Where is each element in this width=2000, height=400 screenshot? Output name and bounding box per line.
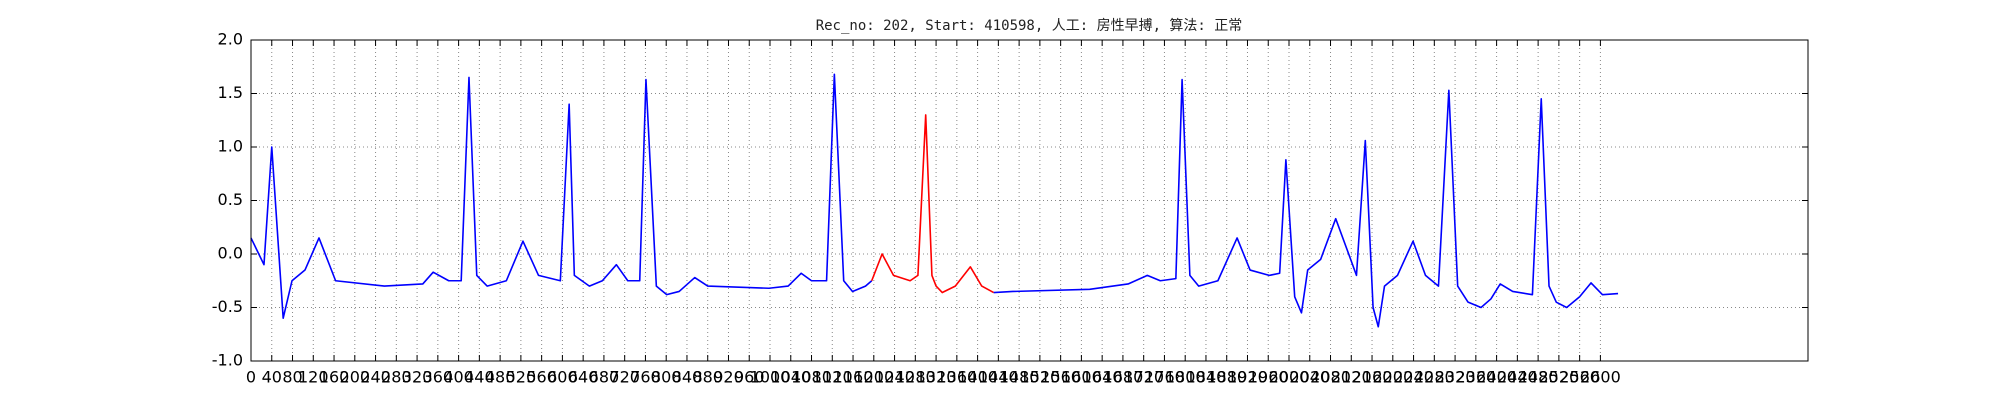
x-tick-label: 2600 (1580, 368, 1621, 387)
x-tick-label: 2400 (1476, 368, 1517, 387)
x-tick-label: 1680 (1103, 368, 1144, 387)
y-tick-label: -0.5 (212, 297, 243, 316)
x-tick-label: 2040 (1289, 368, 1330, 387)
x-tick-label: 800 (651, 368, 682, 387)
x-tick-label: 320 (402, 368, 433, 387)
x-tick-label: 1400 (957, 368, 998, 387)
x-tick-label: 440 (464, 368, 495, 387)
x-tick-label: 120 (298, 368, 329, 387)
plot-frame (250, 39, 1809, 362)
y-tick-label: 0.0 (218, 244, 243, 263)
y-tick-label: 0.5 (218, 190, 243, 209)
x-tick-label: 680 (589, 368, 620, 387)
x-tick-label: 1200 (853, 368, 894, 387)
x-tick-label: 160 (319, 368, 350, 387)
x-tick-label: 720 (609, 368, 640, 387)
ecg-line (993, 78, 1619, 328)
x-tick-label: 1520 (1020, 368, 1061, 387)
x-tick-label: 1640 (1082, 368, 1123, 387)
x-tick-label: 2280 (1414, 368, 1455, 387)
x-tick-label: 1440 (978, 368, 1019, 387)
chart-title: Rec_no: 202, Start: 410598, 人工: 房性早搏, 算法… (816, 17, 1243, 34)
x-tick-label: 2120 (1331, 368, 1372, 387)
x-tick-label: 1840 (1186, 368, 1227, 387)
x-tick-label: 2560 (1559, 368, 1600, 387)
x-tick-label: 2080 (1310, 368, 1351, 387)
x-tick-label: 960 (734, 368, 765, 387)
x-tick-label: 400 (443, 368, 474, 387)
x-tick-label: 2480 (1518, 368, 1559, 387)
x-tick-label: 480 (485, 368, 516, 387)
x-tick-label: 840 (672, 368, 703, 387)
y-tick-label: 2.0 (218, 30, 243, 49)
x-tick-label: 280 (381, 368, 412, 387)
x-tick-label: 2160 (1352, 368, 1393, 387)
x-tick-label: 360 (423, 368, 454, 387)
x-tick-label: 1560 (1040, 368, 1081, 387)
x-tick-label: 2520 (1539, 368, 1580, 387)
x-tick-label: 2320 (1435, 368, 1476, 387)
x-tick-label: 520 (506, 368, 537, 387)
x-tick-label: 560 (526, 368, 557, 387)
x-tick-label: 1920 (1227, 368, 1268, 387)
x-tick-label: 2000 (1269, 368, 1310, 387)
x-tick-label: 240 (360, 368, 391, 387)
x-tick-label: 640 (568, 368, 599, 387)
y-tick-label: 1.5 (218, 83, 243, 102)
x-tick-label: 40 (262, 368, 282, 387)
x-tick-label: 880 (692, 368, 723, 387)
x-tick-label: 920 (713, 368, 744, 387)
y-tick-label: 1.0 (218, 137, 243, 156)
x-tick-label: 2200 (1372, 368, 1413, 387)
x-tick-label: 1120 (812, 368, 853, 387)
x-tick-label: 1320 (916, 368, 957, 387)
x-tick-label: 1160 (833, 368, 874, 387)
x-tick-label: 1480 (999, 368, 1040, 387)
ecg-line (870, 114, 995, 294)
x-tick-label: 1880 (1206, 368, 1247, 387)
x-tick-label: 1800 (1165, 368, 1206, 387)
x-tick-label: 1360 (936, 368, 977, 387)
y-tick-label: -1.0 (212, 351, 243, 370)
x-tick-label: 80 (282, 368, 302, 387)
x-tick-label: 2440 (1497, 368, 1538, 387)
x-tick-label: 760 (630, 368, 661, 387)
x-tick-label: 2240 (1393, 368, 1434, 387)
x-tick-label: 1600 (1061, 368, 1102, 387)
x-tick-label: 2360 (1455, 368, 1496, 387)
ecg-line (250, 73, 873, 320)
x-tick-label: 1000 (750, 368, 791, 387)
x-tick-label: 600 (547, 368, 578, 387)
x-tick-label: 1720 (1123, 368, 1164, 387)
x-tick-label: 1080 (791, 368, 832, 387)
x-tick-label: 1760 (1144, 368, 1185, 387)
x-tick-label: 0 (246, 368, 256, 387)
x-tick-label: 1960 (1248, 368, 1289, 387)
x-tick-label: 200 (340, 368, 371, 387)
x-tick-label: 1240 (874, 368, 915, 387)
x-tick-label: 1280 (895, 368, 936, 387)
x-tick-label: 1040 (770, 368, 811, 387)
